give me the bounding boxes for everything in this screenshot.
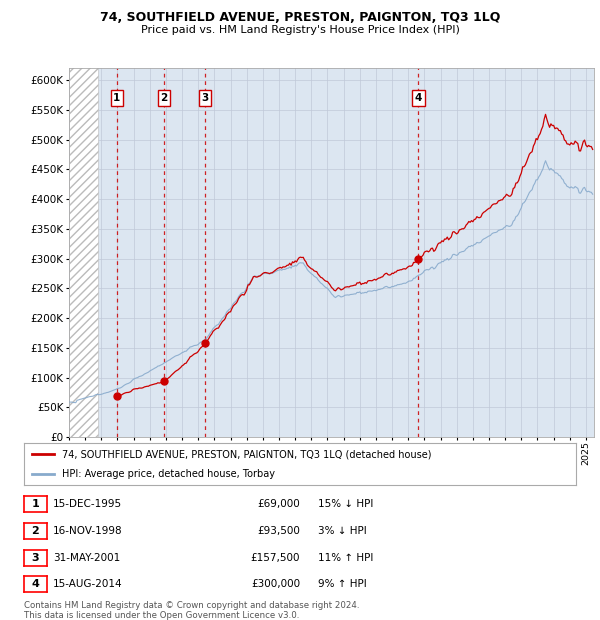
- Text: 2: 2: [32, 526, 39, 536]
- Text: Price paid vs. HM Land Registry's House Price Index (HPI): Price paid vs. HM Land Registry's House …: [140, 25, 460, 35]
- Text: 15-AUG-2014: 15-AUG-2014: [53, 579, 122, 590]
- Text: 3: 3: [32, 552, 39, 563]
- Text: 15% ↓ HPI: 15% ↓ HPI: [318, 499, 373, 510]
- Text: 3: 3: [201, 93, 208, 103]
- Text: £157,500: £157,500: [251, 552, 300, 563]
- Text: £93,500: £93,500: [257, 526, 300, 536]
- Text: 11% ↑ HPI: 11% ↑ HPI: [318, 552, 373, 563]
- Text: 4: 4: [415, 93, 422, 103]
- Text: 1: 1: [32, 499, 39, 510]
- Text: 2: 2: [160, 93, 167, 103]
- Text: 15-DEC-1995: 15-DEC-1995: [53, 499, 122, 510]
- Text: 16-NOV-1998: 16-NOV-1998: [53, 526, 122, 536]
- Text: £300,000: £300,000: [251, 579, 300, 590]
- Text: 4: 4: [31, 579, 40, 590]
- Text: 74, SOUTHFIELD AVENUE, PRESTON, PAIGNTON, TQ3 1LQ: 74, SOUTHFIELD AVENUE, PRESTON, PAIGNTON…: [100, 11, 500, 24]
- Text: HPI: Average price, detached house, Torbay: HPI: Average price, detached house, Torb…: [62, 469, 275, 479]
- Text: 3% ↓ HPI: 3% ↓ HPI: [318, 526, 367, 536]
- Text: 74, SOUTHFIELD AVENUE, PRESTON, PAIGNTON, TQ3 1LQ (detached house): 74, SOUTHFIELD AVENUE, PRESTON, PAIGNTON…: [62, 450, 431, 459]
- Text: 9% ↑ HPI: 9% ↑ HPI: [318, 579, 367, 590]
- Text: 31-MAY-2001: 31-MAY-2001: [53, 552, 120, 563]
- Text: 1: 1: [113, 93, 121, 103]
- Text: Contains HM Land Registry data © Crown copyright and database right 2024.
This d: Contains HM Land Registry data © Crown c…: [24, 601, 359, 620]
- Text: £69,000: £69,000: [257, 499, 300, 510]
